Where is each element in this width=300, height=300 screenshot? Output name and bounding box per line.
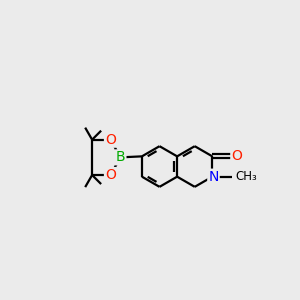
Text: B: B [116,150,125,164]
Text: CH₃: CH₃ [236,170,258,183]
Text: O: O [105,133,116,147]
Text: O: O [105,168,116,182]
Text: O: O [231,149,242,164]
Text: N: N [208,170,219,184]
